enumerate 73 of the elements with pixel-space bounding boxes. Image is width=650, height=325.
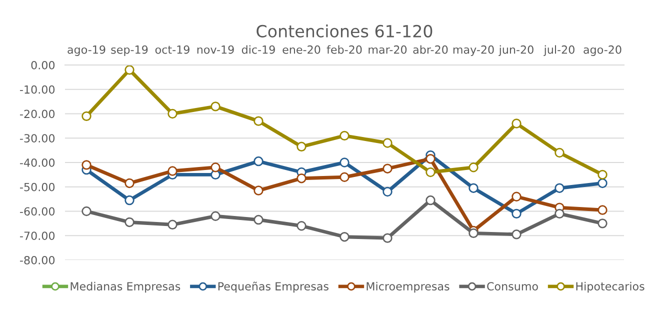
point (168, 166, 178, 176)
point (382, 233, 392, 243)
point (382, 164, 392, 174)
x-tick-label: jul-20 (544, 45, 574, 56)
point (340, 130, 350, 141)
point (468, 162, 478, 172)
point (598, 205, 608, 215)
point (254, 156, 264, 166)
point (340, 172, 350, 182)
point (124, 65, 134, 75)
point (512, 208, 522, 219)
legend-label: Pequeñas Empresas (218, 282, 328, 293)
point (254, 214, 264, 225)
point (598, 170, 608, 180)
y-tick-label: -70.00 (20, 232, 55, 240)
x-tick-label: sep-19 (111, 45, 148, 56)
legend-label: Consumo (487, 282, 538, 290)
y-tick-label: -60.00 (20, 207, 55, 216)
x-tick-label: abr-20 (413, 45, 448, 54)
point (598, 218, 608, 228)
legend-label: Hipotecarios (576, 282, 644, 293)
point (426, 154, 436, 164)
x-tick-label: jun-20 (498, 45, 534, 56)
point (82, 160, 92, 170)
point (254, 116, 264, 126)
x-tick-label: nov-19 (197, 45, 234, 54)
y-tick-label: -80.00 (20, 256, 55, 264)
y-tick-label: -30.00 (20, 134, 55, 143)
point (340, 158, 350, 168)
x-tick-label: ago-19 (68, 45, 106, 56)
point (296, 173, 306, 184)
point (168, 108, 178, 119)
point (468, 228, 478, 238)
point (512, 118, 522, 128)
point (124, 217, 134, 228)
x-tick-label: dic-19 (242, 45, 275, 54)
point (468, 183, 478, 193)
y-tick-label: -20.00 (20, 110, 55, 118)
point (598, 178, 608, 188)
legend-label: Medianas Empresas (70, 282, 180, 293)
y-tick-label: -50.00 (20, 182, 55, 192)
point (254, 186, 264, 196)
point (124, 178, 134, 188)
x-tick-label: ago-20 (584, 45, 622, 56)
point (168, 220, 178, 230)
chart-title: Contenciones 61-120 (256, 24, 432, 38)
point (296, 221, 306, 231)
point (124, 195, 134, 206)
x-tick-label: feb-20 (326, 45, 362, 54)
x-tick-label: ene-20 (282, 45, 320, 54)
y-tick-label: -40.00 (20, 158, 55, 167)
point (82, 206, 92, 216)
point (382, 138, 392, 148)
point (426, 195, 436, 206)
y-tick-label: -10.00 (20, 85, 55, 94)
legend-label: Microempresas (366, 282, 450, 293)
point (210, 211, 220, 221)
point (210, 102, 220, 112)
x-tick-label: mar-20 (368, 45, 407, 54)
point (512, 192, 522, 202)
point (512, 230, 522, 240)
x-tick-label: oct-19 (155, 45, 190, 54)
point (426, 167, 436, 178)
point (82, 111, 92, 122)
point (554, 183, 564, 193)
point (210, 162, 220, 172)
y-tick-label: 0.00 (31, 60, 55, 70)
point (554, 148, 564, 158)
point (382, 186, 392, 197)
point (296, 142, 306, 152)
x-tick-label: may-20 (453, 45, 494, 56)
point (340, 232, 350, 242)
point (554, 208, 564, 219)
